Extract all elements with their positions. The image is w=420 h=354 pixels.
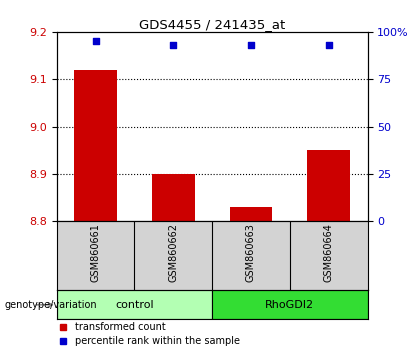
Bar — [212, 290, 368, 319]
Text: control: control — [115, 300, 154, 310]
Title: GDS4455 / 241435_at: GDS4455 / 241435_at — [139, 18, 285, 31]
Point — [248, 42, 255, 48]
Bar — [152, 174, 194, 221]
Text: GSM860662: GSM860662 — [168, 223, 178, 282]
Point — [92, 39, 99, 44]
Bar — [74, 70, 117, 221]
Text: transformed count: transformed count — [75, 322, 166, 332]
Text: GSM860663: GSM860663 — [246, 223, 256, 282]
Point — [170, 42, 177, 48]
Text: genotype/variation: genotype/variation — [4, 300, 97, 310]
Bar — [307, 150, 350, 221]
Text: GSM860661: GSM860661 — [91, 223, 100, 282]
Bar — [230, 207, 272, 221]
Text: GSM860664: GSM860664 — [324, 223, 333, 282]
Point — [326, 42, 332, 48]
Text: RhoGDI2: RhoGDI2 — [265, 300, 314, 310]
Text: percentile rank within the sample: percentile rank within the sample — [75, 336, 240, 346]
Bar — [57, 290, 212, 319]
